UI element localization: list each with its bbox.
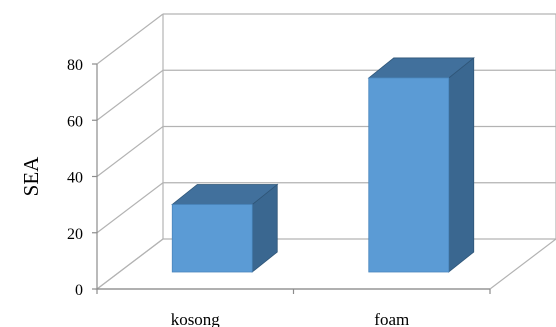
- x-category-label-0: kosong: [171, 310, 221, 327]
- side-gridline-1: [96, 182, 164, 234]
- chart-walls: [95, 14, 556, 290]
- y-tick-label-2: 40: [67, 170, 83, 187]
- bar-front-1: [368, 77, 450, 273]
- y-tick-label-1: 20: [67, 226, 83, 243]
- y-tick-label-4: 80: [67, 57, 83, 74]
- bar-side-1: [448, 57, 475, 273]
- x-axis-labels: kosong foam: [171, 310, 410, 327]
- x-category-label-1: foam: [374, 310, 409, 327]
- bar-foam: [367, 57, 475, 273]
- bar-kosong: [171, 183, 279, 273]
- y-axis-ticks: 0 20 40 60 80: [67, 57, 83, 299]
- y-tick-label-0: 0: [75, 282, 83, 299]
- chart-floor: [95, 238, 556, 290]
- side-gridline-3: [96, 69, 164, 121]
- chart-gridlines: [96, 13, 556, 290]
- chart-axes: [92, 63, 491, 294]
- y-axis-title: SEA: [19, 156, 43, 197]
- side-gridline-2: [96, 126, 164, 177]
- side-gridline-0: [96, 238, 164, 290]
- bar-front-0: [171, 204, 253, 273]
- y-tick-label-3: 60: [67, 113, 83, 130]
- side-gridline-4: [96, 13, 164, 65]
- chart-bars: [171, 57, 475, 273]
